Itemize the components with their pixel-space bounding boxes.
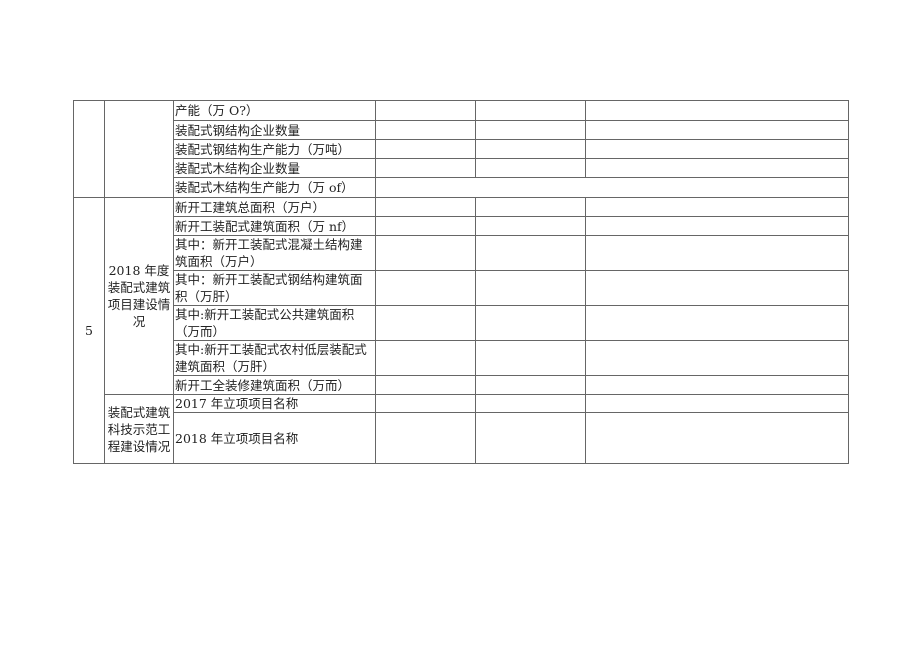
value-cell[interactable]: [585, 139, 849, 159]
table-row: 其中：新开工装配式混凝土结构建筑面积（万户）: [74, 235, 849, 271]
item-label: 装配式木结构生产能力（万 of）: [173, 177, 376, 198]
value-cell[interactable]: [375, 305, 476, 341]
value-cell[interactable]: [585, 235, 849, 271]
value-cell[interactable]: [585, 216, 849, 236]
table-row: 产能（万 O?）: [73, 100, 849, 198]
value-cell[interactable]: [375, 120, 476, 140]
value-cell[interactable]: [475, 340, 586, 376]
table-row: 装配式木结构生产能力（万 of）: [74, 177, 849, 198]
table-row: 5 2018 年度装配式建筑项目建设情况 新开工建筑总面积（万户）: [73, 197, 849, 464]
value-cell[interactable]: [475, 216, 586, 236]
table-row: 装配式木结构企业数量: [74, 158, 849, 178]
item-label: 其中:新开工装配式公共建筑面积（万而）: [173, 305, 376, 341]
value-cell[interactable]: [585, 375, 849, 395]
item-label: 新开工装配式建筑面积（万 nf）: [173, 216, 376, 236]
value-cell[interactable]: [585, 120, 849, 140]
value-cell[interactable]: [475, 394, 586, 413]
value-cell[interactable]: [475, 139, 586, 159]
value-cell[interactable]: [375, 375, 476, 395]
value-cell[interactable]: [375, 412, 476, 464]
item-label: 新开工全装修建筑面积（万而）: [173, 375, 376, 395]
item-label: 2018 年立项项目名称: [173, 412, 376, 464]
number-cell: 5: [73, 197, 105, 464]
value-cell[interactable]: [375, 158, 476, 178]
table-row: 其中:新开工装配式农村低层装配式建筑面积（万肝）: [74, 340, 849, 376]
value-cell[interactable]: [585, 340, 849, 376]
value-cell[interactable]: [475, 412, 586, 464]
table-row: 其中:新开工装配式公共建筑面积（万而）: [74, 305, 849, 341]
number-cell: [73, 100, 105, 198]
value-cell[interactable]: [375, 394, 476, 413]
value-cell[interactable]: [585, 270, 849, 306]
table-row: 2018 年立项项目名称: [74, 412, 849, 464]
table-row: 装配式钢结构企业数量: [74, 120, 849, 140]
value-cell[interactable]: [585, 100, 849, 121]
category-cell: [104, 100, 174, 198]
value-cell[interactable]: [475, 305, 586, 341]
value-cell[interactable]: [375, 216, 476, 236]
value-cell[interactable]: [475, 235, 586, 271]
value-cell[interactable]: [375, 340, 476, 376]
value-cell[interactable]: [585, 412, 849, 464]
value-cell[interactable]: [475, 158, 586, 178]
item-label: 2017 年立项项目名称: [173, 394, 376, 413]
value-cell[interactable]: [585, 394, 849, 413]
table-row: 装配式建筑科技示范工程建设情况 2017 年立项项目名称: [74, 394, 849, 464]
table-row: 装配式钢结构生产能力（万吨）: [74, 139, 849, 159]
value-cell[interactable]: [475, 197, 586, 217]
value-cell[interactable]: [585, 158, 849, 178]
value-cell[interactable]: [375, 270, 476, 306]
item-label: 其中:新开工装配式农村低层装配式建筑面积（万肝）: [173, 340, 376, 376]
value-cell[interactable]: [475, 100, 586, 121]
value-cell[interactable]: [375, 235, 476, 271]
value-cell[interactable]: [585, 197, 849, 217]
value-cell[interactable]: [375, 100, 476, 121]
value-cell[interactable]: [585, 305, 849, 341]
value-cell[interactable]: [375, 197, 476, 217]
item-label: 装配式钢结构生产能力（万吨）: [173, 139, 376, 159]
table-row: 其中：新开工装配式钢结构建筑面积（万肝）: [74, 270, 849, 306]
item-label: 其中：新开工装配式混凝土结构建筑面积（万户）: [173, 235, 376, 271]
item-label: 装配式钢结构企业数量: [173, 120, 376, 140]
category-cell: 装配式建筑科技示范工程建设情况: [104, 394, 174, 464]
category-cell: 2018 年度装配式建筑项目建设情况: [104, 197, 174, 395]
value-cell[interactable]: [475, 120, 586, 140]
value-cell[interactable]: [475, 270, 586, 306]
table-row: 新开工装配式建筑面积（万 nf）: [74, 216, 849, 236]
item-label: 新开工建筑总面积（万户）: [173, 197, 376, 217]
value-cell[interactable]: [375, 177, 849, 198]
item-label: 其中：新开工装配式钢结构建筑面积（万肝）: [173, 270, 376, 306]
item-label: 产能（万 O?）: [173, 100, 376, 121]
item-label: 装配式木结构企业数量: [173, 158, 376, 178]
value-cell[interactable]: [375, 139, 476, 159]
value-cell[interactable]: [475, 375, 586, 395]
data-table: 产能（万 O?） 装配式钢结构企业数量 装配式钢结构生产能力（万吨） 装配式木结…: [73, 100, 849, 464]
table-row: 新开工全装修建筑面积（万而）: [74, 375, 849, 395]
